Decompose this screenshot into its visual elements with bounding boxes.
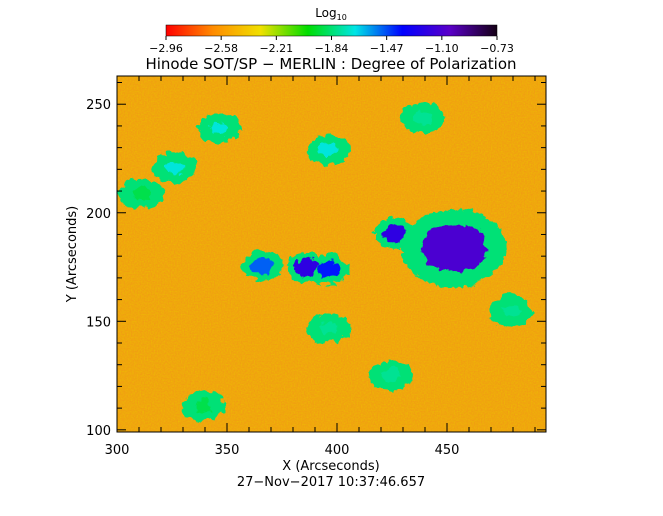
chart-title: Hinode SOT/SP − MERLIN : Degree of Polar… <box>145 55 516 73</box>
x-axis: 300 350 400 450 <box>105 76 536 458</box>
network <box>317 141 335 155</box>
network <box>130 184 148 198</box>
x-tick-label: 450 <box>435 443 460 458</box>
colorbar-tick-label: −2.96 <box>149 42 183 55</box>
x-tick-label: 300 <box>105 443 130 458</box>
network <box>191 397 210 411</box>
x-tick-label: 400 <box>325 443 350 458</box>
map-features <box>117 99 531 419</box>
colorbar-tick-label: −2.58 <box>204 42 238 55</box>
polarization-map <box>117 76 546 432</box>
colorbar-tick-label: −1.84 <box>315 42 349 55</box>
y-tick-label: 250 <box>86 98 111 113</box>
network <box>378 366 397 380</box>
y-axis: 100 150 200 250 <box>86 82 546 439</box>
observation-timestamp: 27−Nov−2017 10:37:46.657 <box>237 475 425 490</box>
y-tick-label: 200 <box>86 207 111 222</box>
colorbar: Log10 −2.96 −2.58 −2.21 −1.84 −1.47 −1.10 −0.7… <box>149 6 514 55</box>
colorbar-tick-label: −1.47 <box>370 42 404 55</box>
colorbar-ticks: −2.96 −2.58 −2.21 −1.84 −1.47 −1.10 −0.73 <box>149 36 514 55</box>
network <box>411 108 430 122</box>
colorbar-tick-label: −2.21 <box>259 42 293 55</box>
sunspot_penumbra <box>418 221 485 270</box>
plage <box>315 258 337 276</box>
y-axis-label: Y (Arcseconds) <box>65 206 80 303</box>
colorbar-tick-label: −1.10 <box>425 42 459 55</box>
network <box>207 119 225 133</box>
plot-frame <box>116 75 547 433</box>
network <box>163 158 181 172</box>
x-axis-label: X (Arcseconds) <box>282 459 379 474</box>
plage <box>249 254 271 272</box>
network <box>317 319 335 333</box>
x-tick-label: 350 <box>215 443 240 458</box>
network <box>499 301 518 315</box>
colorbar-label: Log10 <box>315 6 347 22</box>
y-tick-label: 150 <box>86 315 111 330</box>
y-tick-label: 100 <box>86 424 111 439</box>
plage <box>293 256 315 274</box>
colorbar-tick-label: −0.73 <box>480 42 514 55</box>
colorbar-gradient <box>165 24 498 37</box>
plage <box>381 221 403 239</box>
